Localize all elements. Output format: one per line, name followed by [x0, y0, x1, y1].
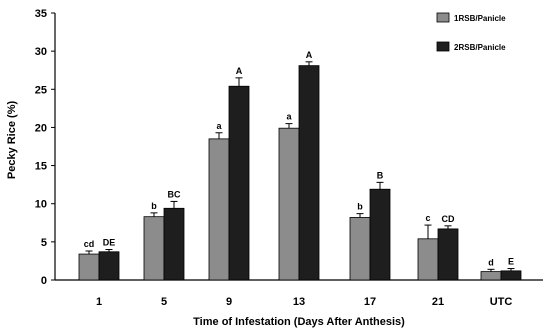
legend: 1RSB/Panicle 2RSB/Panicle: [436, 12, 506, 52]
significance-label: B: [377, 170, 384, 180]
y-tick-label: 10: [35, 199, 47, 211]
x-tick-label: 5: [161, 296, 167, 308]
x-axis-title: Time of Infestation (Days After Anthesis…: [193, 316, 405, 328]
bar-series-2: [163, 207, 185, 281]
significance-label: a: [286, 112, 292, 122]
x-tick-label: UTC: [490, 296, 513, 308]
significance-label: CD: [442, 214, 455, 224]
bar-series-2: [437, 228, 459, 281]
significance-label: A: [236, 66, 243, 76]
significance-label: E: [508, 257, 514, 267]
bar-series-2: [298, 65, 320, 281]
bar-series-1: [208, 138, 230, 281]
significance-label: a: [216, 121, 222, 131]
bar-series-1: [278, 127, 300, 281]
legend-swatch-2: [436, 41, 450, 52]
legend-label-1: 1RSB/Panicle: [454, 14, 506, 23]
significance-label: b: [357, 202, 363, 212]
significance-label: c: [425, 213, 430, 223]
significance-label: A: [306, 50, 313, 60]
y-tick-label: 5: [41, 237, 47, 249]
significance-label: DE: [103, 237, 116, 247]
x-tick-label: 17: [364, 296, 376, 308]
bar-series-1: [349, 217, 371, 281]
bars: [78, 65, 522, 281]
bar-series-1: [78, 253, 100, 281]
significance-label: b: [151, 201, 157, 211]
x-tick-label: 1: [96, 296, 102, 308]
y-axis-title: Pecky Rice (%): [6, 101, 18, 180]
x-tick-label: 9: [226, 296, 232, 308]
legend-swatch-1: [436, 12, 450, 23]
significance-label: d: [488, 257, 494, 267]
significance-label: BC: [168, 189, 181, 199]
legend-label-2: 2RSB/Panicle: [454, 43, 506, 52]
y-tick-label: 35: [35, 8, 47, 20]
error-bars: [85, 61, 515, 272]
bar-series-1: [143, 216, 165, 281]
x-tick-label: 21: [432, 296, 444, 308]
x-tick-label: 13: [293, 296, 305, 308]
bar-series-2: [500, 270, 522, 281]
bar-series-1: [480, 271, 502, 281]
bar-series-2: [228, 85, 250, 281]
significance-label: cd: [84, 239, 95, 249]
y-tick-label: 0: [41, 275, 47, 287]
bar-series-2: [369, 188, 391, 281]
x-axis: 1 5 9 13 17 21 UTC: [55, 279, 543, 308]
bar-series-1: [417, 238, 439, 281]
y-tick-label: 20: [35, 122, 47, 134]
y-axis: 0 5 10 15 20 25 30 35: [35, 8, 56, 287]
y-tick-label: 15: [35, 161, 47, 173]
y-tick-label: 30: [35, 46, 47, 58]
bar-series-2: [98, 251, 120, 281]
y-tick-label: 25: [35, 84, 47, 96]
